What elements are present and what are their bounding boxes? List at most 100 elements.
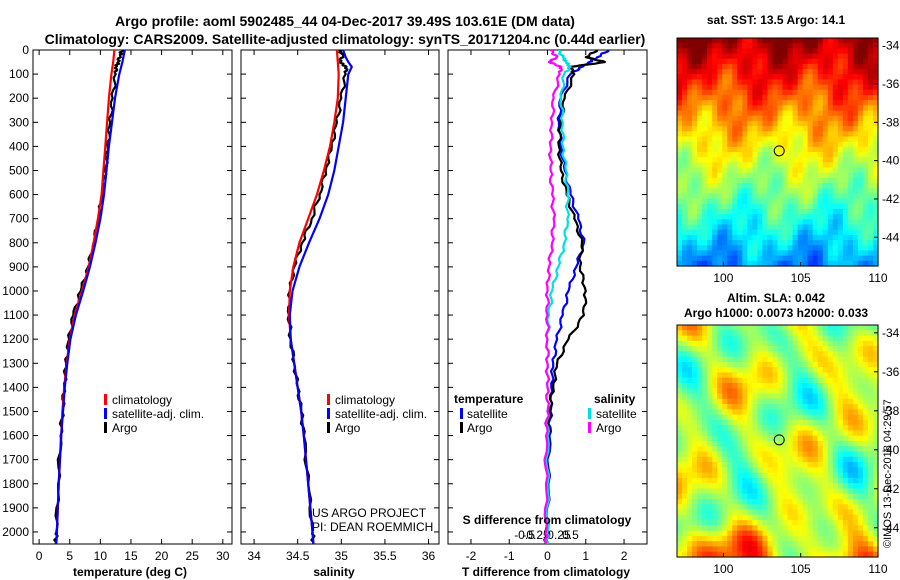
map-cell: [782, 115, 789, 122]
map-cell: [852, 530, 859, 537]
map-cell: [792, 69, 799, 75]
map-cell: [847, 325, 854, 331]
map-cell: [732, 477, 738, 484]
map-cell: [822, 250, 829, 257]
map-cell: [792, 499, 799, 505]
map-cell: [707, 525, 713, 532]
map-cell: [802, 383, 809, 389]
map-cell: [782, 367, 789, 374]
map-cell: [872, 367, 879, 374]
map-cell: [817, 525, 824, 532]
map-cell: [787, 250, 794, 257]
map-cell: [737, 214, 743, 220]
map-cell: [857, 229, 864, 236]
map-cell: [797, 504, 804, 511]
map-cell: [777, 183, 784, 189]
map-cell: [752, 367, 759, 374]
map-cell: [867, 467, 874, 474]
map-cell: [812, 335, 819, 342]
map-cell: [697, 229, 703, 236]
map-cell: [752, 48, 759, 55]
map-cell: [772, 100, 779, 106]
map-cell: [797, 74, 804, 81]
map-cell: [807, 58, 814, 65]
map-cell: [862, 398, 869, 405]
map-cell: [837, 95, 844, 101]
map-cell: [702, 63, 708, 70]
map-cell: [737, 525, 743, 532]
map-cell: [842, 351, 849, 358]
map-cell: [857, 177, 864, 184]
map-cell: [782, 53, 789, 60]
map-cell: [717, 198, 723, 205]
map-cell: [842, 224, 849, 231]
map-cell: [687, 372, 693, 379]
map-cell: [802, 530, 809, 537]
map-cell: [747, 383, 753, 389]
map-cell: [762, 58, 769, 65]
map-cell: [867, 105, 874, 112]
map-cell: [817, 451, 824, 458]
map-cell: [772, 388, 779, 395]
map-cell: [702, 530, 708, 537]
map-cell: [752, 456, 759, 463]
map-cell: [692, 89, 698, 96]
map-cell: [697, 435, 703, 442]
map-cell: [782, 467, 789, 474]
map-cell: [767, 58, 774, 65]
map-cell: [767, 509, 774, 516]
map-cell: [707, 89, 713, 96]
map-cell: [687, 541, 693, 548]
map-cell: [702, 414, 708, 421]
map-cell: [707, 95, 713, 101]
map-cell: [772, 146, 779, 153]
map-cell: [832, 419, 839, 426]
map-cell: [707, 425, 713, 432]
map-cell: [767, 351, 774, 358]
map-cell: [682, 530, 688, 537]
map-cell: [712, 115, 718, 122]
map-cell: [782, 325, 789, 331]
map-cell: [832, 234, 839, 241]
map-cell: [787, 477, 794, 484]
map-cell: [847, 219, 854, 226]
map-cell: [712, 340, 718, 347]
map-cell: [707, 214, 713, 220]
map-cell: [747, 419, 753, 426]
map-cell: [692, 425, 698, 432]
map-cell: [862, 167, 869, 174]
map-cell: [757, 234, 764, 241]
map-cell: [717, 126, 723, 132]
map-cell: [852, 209, 859, 215]
map-cell: [817, 446, 824, 453]
map-cell: [857, 398, 864, 405]
map-cell: [822, 63, 829, 70]
map-cell: [717, 105, 723, 112]
map-cell: [727, 198, 733, 205]
map-cell: [702, 356, 708, 363]
map-cell: [712, 435, 718, 442]
map-cell: [847, 209, 854, 215]
map-cell: [837, 462, 844, 468]
map-cell: [872, 131, 879, 138]
map-cell: [807, 214, 814, 220]
map-cell: [747, 493, 753, 500]
map-cell: [797, 193, 804, 200]
map-cell: [862, 446, 869, 453]
map-cell: [732, 409, 738, 416]
map-cell: [747, 425, 753, 432]
map-cell: [802, 388, 809, 395]
map-cell: [727, 325, 733, 331]
map-cell: [817, 110, 824, 117]
map-cell: [727, 48, 733, 55]
map-cell: [827, 162, 834, 169]
map-cell: [732, 393, 738, 400]
map-cell: [847, 157, 854, 163]
map-cell: [757, 493, 764, 500]
map-cell: [872, 177, 879, 184]
map-cell: [752, 120, 759, 127]
map-cell: [732, 535, 738, 542]
map-cell: [837, 177, 844, 184]
map-cell: [767, 260, 774, 267]
map-cell: [732, 224, 738, 231]
